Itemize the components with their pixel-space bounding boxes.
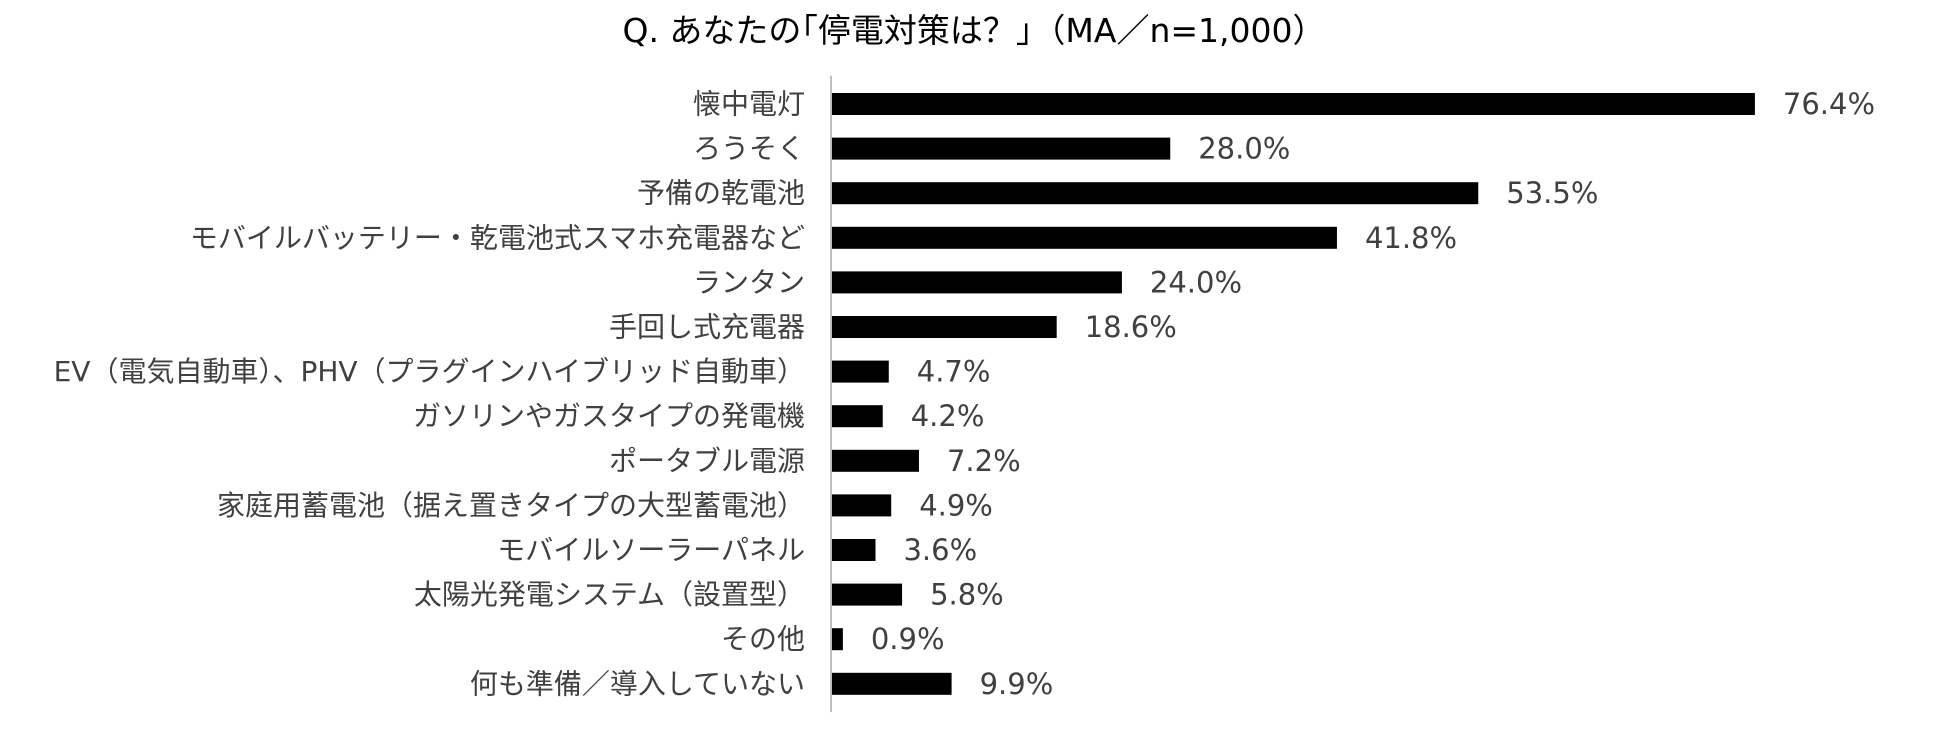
data-label: 3.6%: [903, 533, 977, 567]
bar: [832, 137, 1171, 160]
data-label: 4.2%: [911, 399, 985, 433]
data-label: 0.9%: [871, 622, 945, 656]
bar: [832, 182, 1479, 205]
category-label: EV（電気自動車）、PHV（プラグインハイブリッド自動車）: [54, 355, 805, 388]
data-label: 4.9%: [919, 488, 993, 522]
data-label: 4.7%: [917, 355, 991, 389]
category-label: ろうそく: [693, 132, 805, 165]
category-label: 懐中電灯: [693, 88, 805, 121]
data-label: 24.0%: [1150, 265, 1242, 299]
bar: [832, 449, 919, 472]
category-label: モバイルソーラーパネル: [497, 534, 805, 567]
data-label: 5.8%: [930, 578, 1004, 612]
data-label: 7.2%: [947, 444, 1021, 478]
chart-title: Q. あなたの｢停電対策は？｣（MA／n=1,000）: [622, 11, 1326, 50]
bar: [832, 539, 876, 561]
data-label: 9.9%: [980, 667, 1054, 701]
category-label: ポータブル電源: [609, 444, 805, 477]
bar: [832, 494, 892, 517]
data-label: 28.0%: [1198, 132, 1290, 166]
bar: [832, 672, 952, 695]
data-label: 41.8%: [1365, 221, 1457, 255]
data-label: 76.4%: [1783, 87, 1875, 121]
bar: [832, 316, 1057, 338]
category-label: ランタン: [693, 266, 805, 299]
bar: [832, 360, 889, 383]
data-label: 18.6%: [1085, 310, 1177, 344]
bar: [832, 405, 883, 428]
bar: [832, 628, 843, 651]
data-label: 53.5%: [1506, 176, 1598, 210]
category-label: 手回し式充電器: [609, 311, 805, 344]
category-label: 家庭用蓄電池（据え置きタイプの大型蓄電池）: [217, 489, 805, 522]
category-label: モバイルバッテリー・乾電池式スマホ充電器など: [190, 221, 805, 254]
category-label: ガソリンやガスタイプの発電機: [413, 400, 805, 433]
bar: [832, 93, 1755, 115]
category-label: その他: [721, 623, 805, 656]
category-label: 太陽光発電システム（設置型）: [414, 578, 805, 611]
category-label: 予備の乾電池: [637, 177, 805, 210]
bar: [832, 226, 1337, 249]
bar: [832, 583, 903, 606]
category-label: 何も準備／導入していない: [470, 667, 805, 700]
bar: [832, 271, 1122, 294]
